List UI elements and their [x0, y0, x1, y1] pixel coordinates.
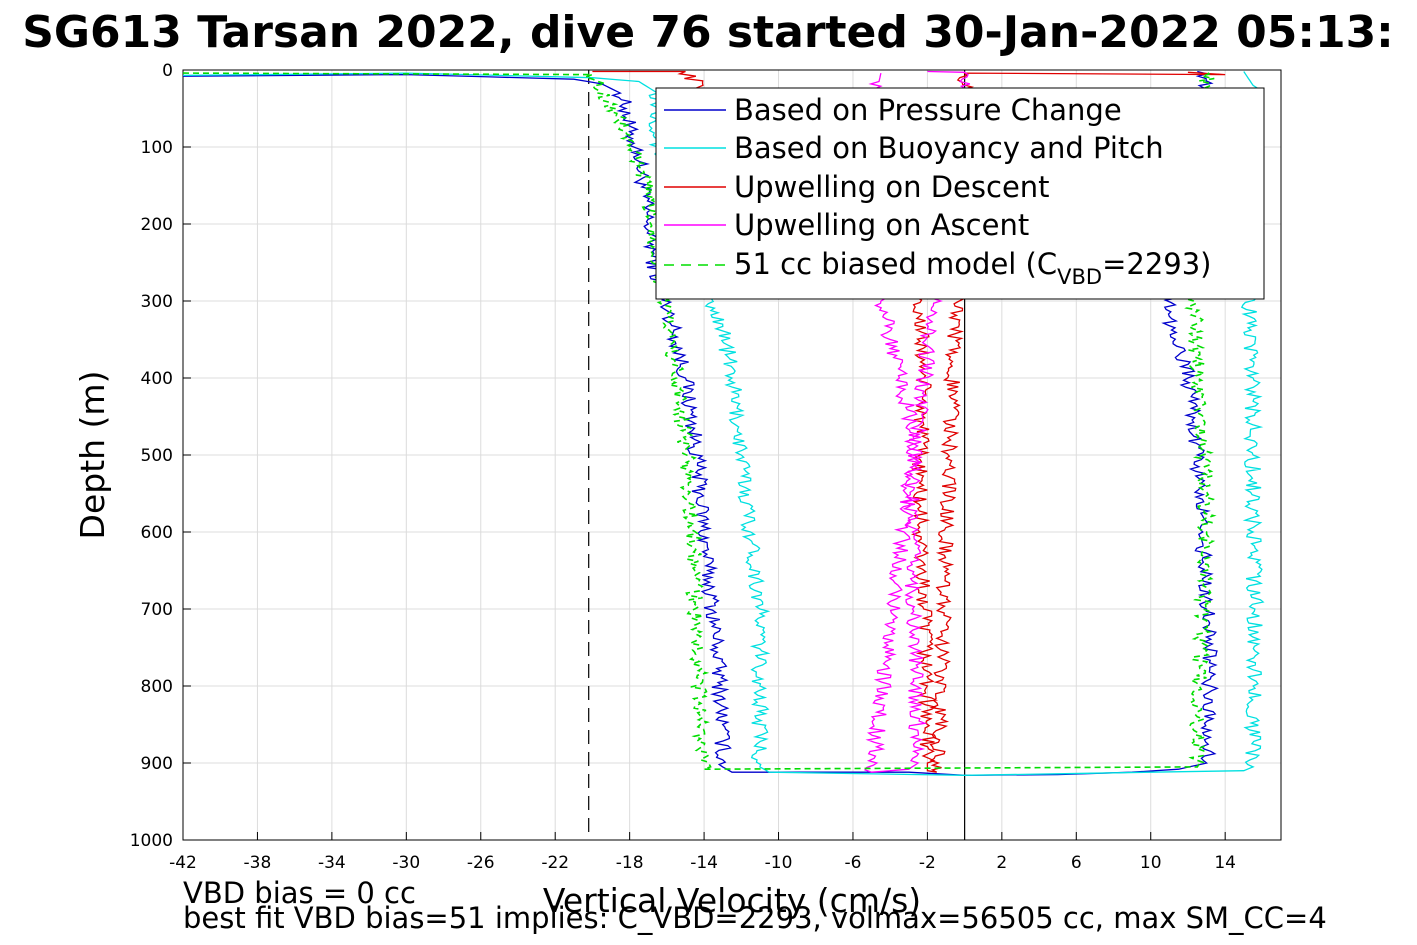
- y-tick-label: 700: [141, 600, 173, 620]
- legend-label-model: 51 cc biased model (CVBD=2293): [734, 247, 1212, 289]
- x-tick-label: 2: [996, 853, 1007, 873]
- x-tick-label: 6: [1071, 853, 1082, 873]
- x-tick-label: -18: [616, 853, 644, 873]
- chart-title: SG613 Tarsan 2022, dive 76 started 30-Ja…: [22, 7, 1394, 58]
- legend-model-suffix: =2293): [1102, 247, 1211, 281]
- legend-label-buoyancy: Based on Buoyancy and Pitch: [734, 131, 1164, 165]
- y-tick-label: 200: [141, 215, 173, 235]
- legend-label-descent: Upwelling on Descent: [734, 170, 1050, 204]
- x-tick-label: -38: [244, 853, 272, 873]
- legend-box: [655, 87, 1265, 300]
- y-tick-label: 500: [141, 446, 173, 466]
- series-line-upwelling-on-ascent: [864, 70, 971, 773]
- y-tick-label: 100: [141, 138, 173, 158]
- vbd-bias-note: VBD bias = 0 cc: [183, 876, 416, 910]
- series-line-51-cc-biased-model-c-vbd-2293: [182, 70, 1217, 770]
- x-tick-label: -14: [690, 853, 718, 873]
- best-fit-note: best fit VBD bias=51 implies: C_VBD=2293…: [183, 901, 1327, 935]
- series-line-upwelling-on-descent: [592, 70, 1226, 773]
- x-tick-label: -34: [318, 853, 346, 873]
- x-tick-label: -30: [392, 853, 420, 873]
- y-tick-label: 300: [141, 292, 173, 312]
- x-tick-label: -2: [919, 853, 936, 873]
- legend-label-pressure: Based on Pressure Change: [734, 93, 1122, 127]
- legend-model-subscript: VBD: [1057, 265, 1102, 289]
- x-axis-ticks: -42 -38 -34 -30 -26 -22 -18 -14 -10 -6 -2 2 6 10 14: [169, 832, 1236, 873]
- series-line-based-on-buoyancy-and-pitch: [182, 71, 1265, 776]
- x-axis-label: Vertical Velocity (cm/s): [543, 881, 921, 920]
- x-tick-label: -22: [541, 853, 569, 873]
- legend-model-prefix: 51 cc biased model (C: [734, 247, 1057, 281]
- x-tick-label: -10: [765, 853, 793, 873]
- x-tick-label: 10: [1140, 853, 1162, 873]
- legend-label-ascent: Upwelling on Ascent: [734, 208, 1029, 242]
- y-tick-label: 900: [141, 754, 173, 774]
- x-tick-label: -42: [169, 853, 197, 873]
- legend: Based on Pressure Change Based on Buoyan…: [655, 87, 1265, 300]
- y-tick-label: 600: [141, 523, 173, 543]
- y-tick-label: 400: [141, 369, 173, 389]
- y-tick-label: 0: [162, 61, 173, 81]
- y-axis-ticks: 0 100 200 300 400 500 600 700 800 900 1000: [130, 61, 191, 851]
- y-tick-label: 800: [141, 677, 173, 697]
- x-tick-label: 14: [1214, 853, 1236, 873]
- y-axis-label: Depth (m): [73, 371, 112, 540]
- y-tick-label: 1000: [130, 831, 173, 851]
- x-tick-label: -6: [844, 853, 861, 873]
- series-layer: [182, 70, 1265, 776]
- x-tick-label: -26: [467, 853, 495, 873]
